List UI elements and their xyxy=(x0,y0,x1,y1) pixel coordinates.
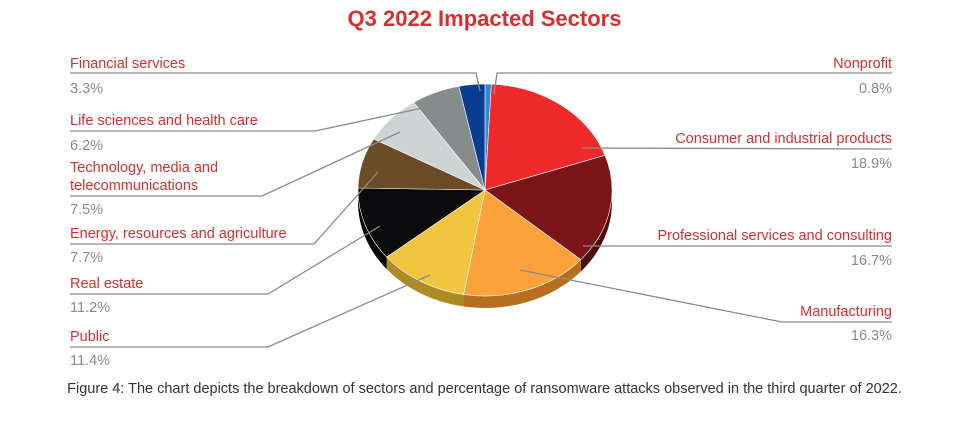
slice-label-professional-services-and-consulting: Professional services and consulting xyxy=(657,228,892,244)
leader-line-life-sciences-and-health-care xyxy=(70,105,433,132)
slice-label-public: Public xyxy=(70,329,110,345)
pie-slice-financial-services xyxy=(458,83,486,191)
leader-line-manufacturing xyxy=(519,269,892,323)
slice-value-nonprofit: 0.8% xyxy=(859,81,892,97)
slice-label-manufacturing: Manufacturing xyxy=(800,304,892,320)
pie-slice-public xyxy=(386,189,486,295)
leader-line-technology-media-and-telecommunications xyxy=(70,131,401,197)
leader-line-nonprofit xyxy=(493,72,892,95)
slice-label-energy-resources-and-agriculture: Energy, resources and agriculture xyxy=(70,226,287,242)
figure-caption: Figure 4: The chart depicts the breakdow… xyxy=(67,381,902,397)
slice-label-real-estate: Real estate xyxy=(70,276,143,292)
slice-label-consumer-and-industrial-products: Consumer and industrial products xyxy=(675,131,892,147)
slice-value-manufacturing: 16.3% xyxy=(851,328,892,344)
slice-value-real-estate: 11.2% xyxy=(70,300,110,316)
pie-chart: Nonprofit 0.8% Consumer and industrial pro… xyxy=(70,56,893,369)
chart-title: Q3 2022 Impacted Sectors xyxy=(347,6,622,31)
slice-value-professional-services-and-consulting: 16.7% xyxy=(851,253,892,269)
slice-value-consumer-and-industrial-products: 18.9% xyxy=(851,156,892,172)
slice-value-financial-services: 3.3% xyxy=(70,81,103,97)
leader-line-consumer-and-industrial-products xyxy=(581,147,893,150)
leader-line-energy-resources-and-agriculture xyxy=(70,171,379,245)
slice-label-life-sciences-and-health-care: Life sciences and health care xyxy=(70,113,258,129)
pie-slice-professional-services-and-consulting xyxy=(484,154,613,260)
leader-line-real-estate xyxy=(70,225,381,295)
slice-label-nonprofit: Nonprofit xyxy=(833,56,892,72)
pie-side-professional-services-and-consulting xyxy=(580,190,612,272)
slice-value-energy-resources-and-agriculture: 7.7% xyxy=(70,250,103,266)
slice-value-life-sciences-and-health-care: 6.2% xyxy=(70,138,103,154)
pie-slice-manufacturing xyxy=(463,189,582,297)
slice-label-financial-services: Financial services xyxy=(70,56,185,72)
leader-line-public xyxy=(70,274,431,348)
pie-side-public xyxy=(386,257,464,307)
slice-value-public: 11.4% xyxy=(70,353,110,369)
pie-slice-real-estate xyxy=(357,187,486,258)
slice-label-technology-media-and-telecommunications: Technology, media and telecommunications xyxy=(70,160,218,194)
slice-value-technology-media-and-telecommunications: 7.5% xyxy=(70,202,103,218)
leader-line-financial-services xyxy=(70,72,481,92)
pie-slice-consumer-and-industrial-products xyxy=(484,83,606,191)
